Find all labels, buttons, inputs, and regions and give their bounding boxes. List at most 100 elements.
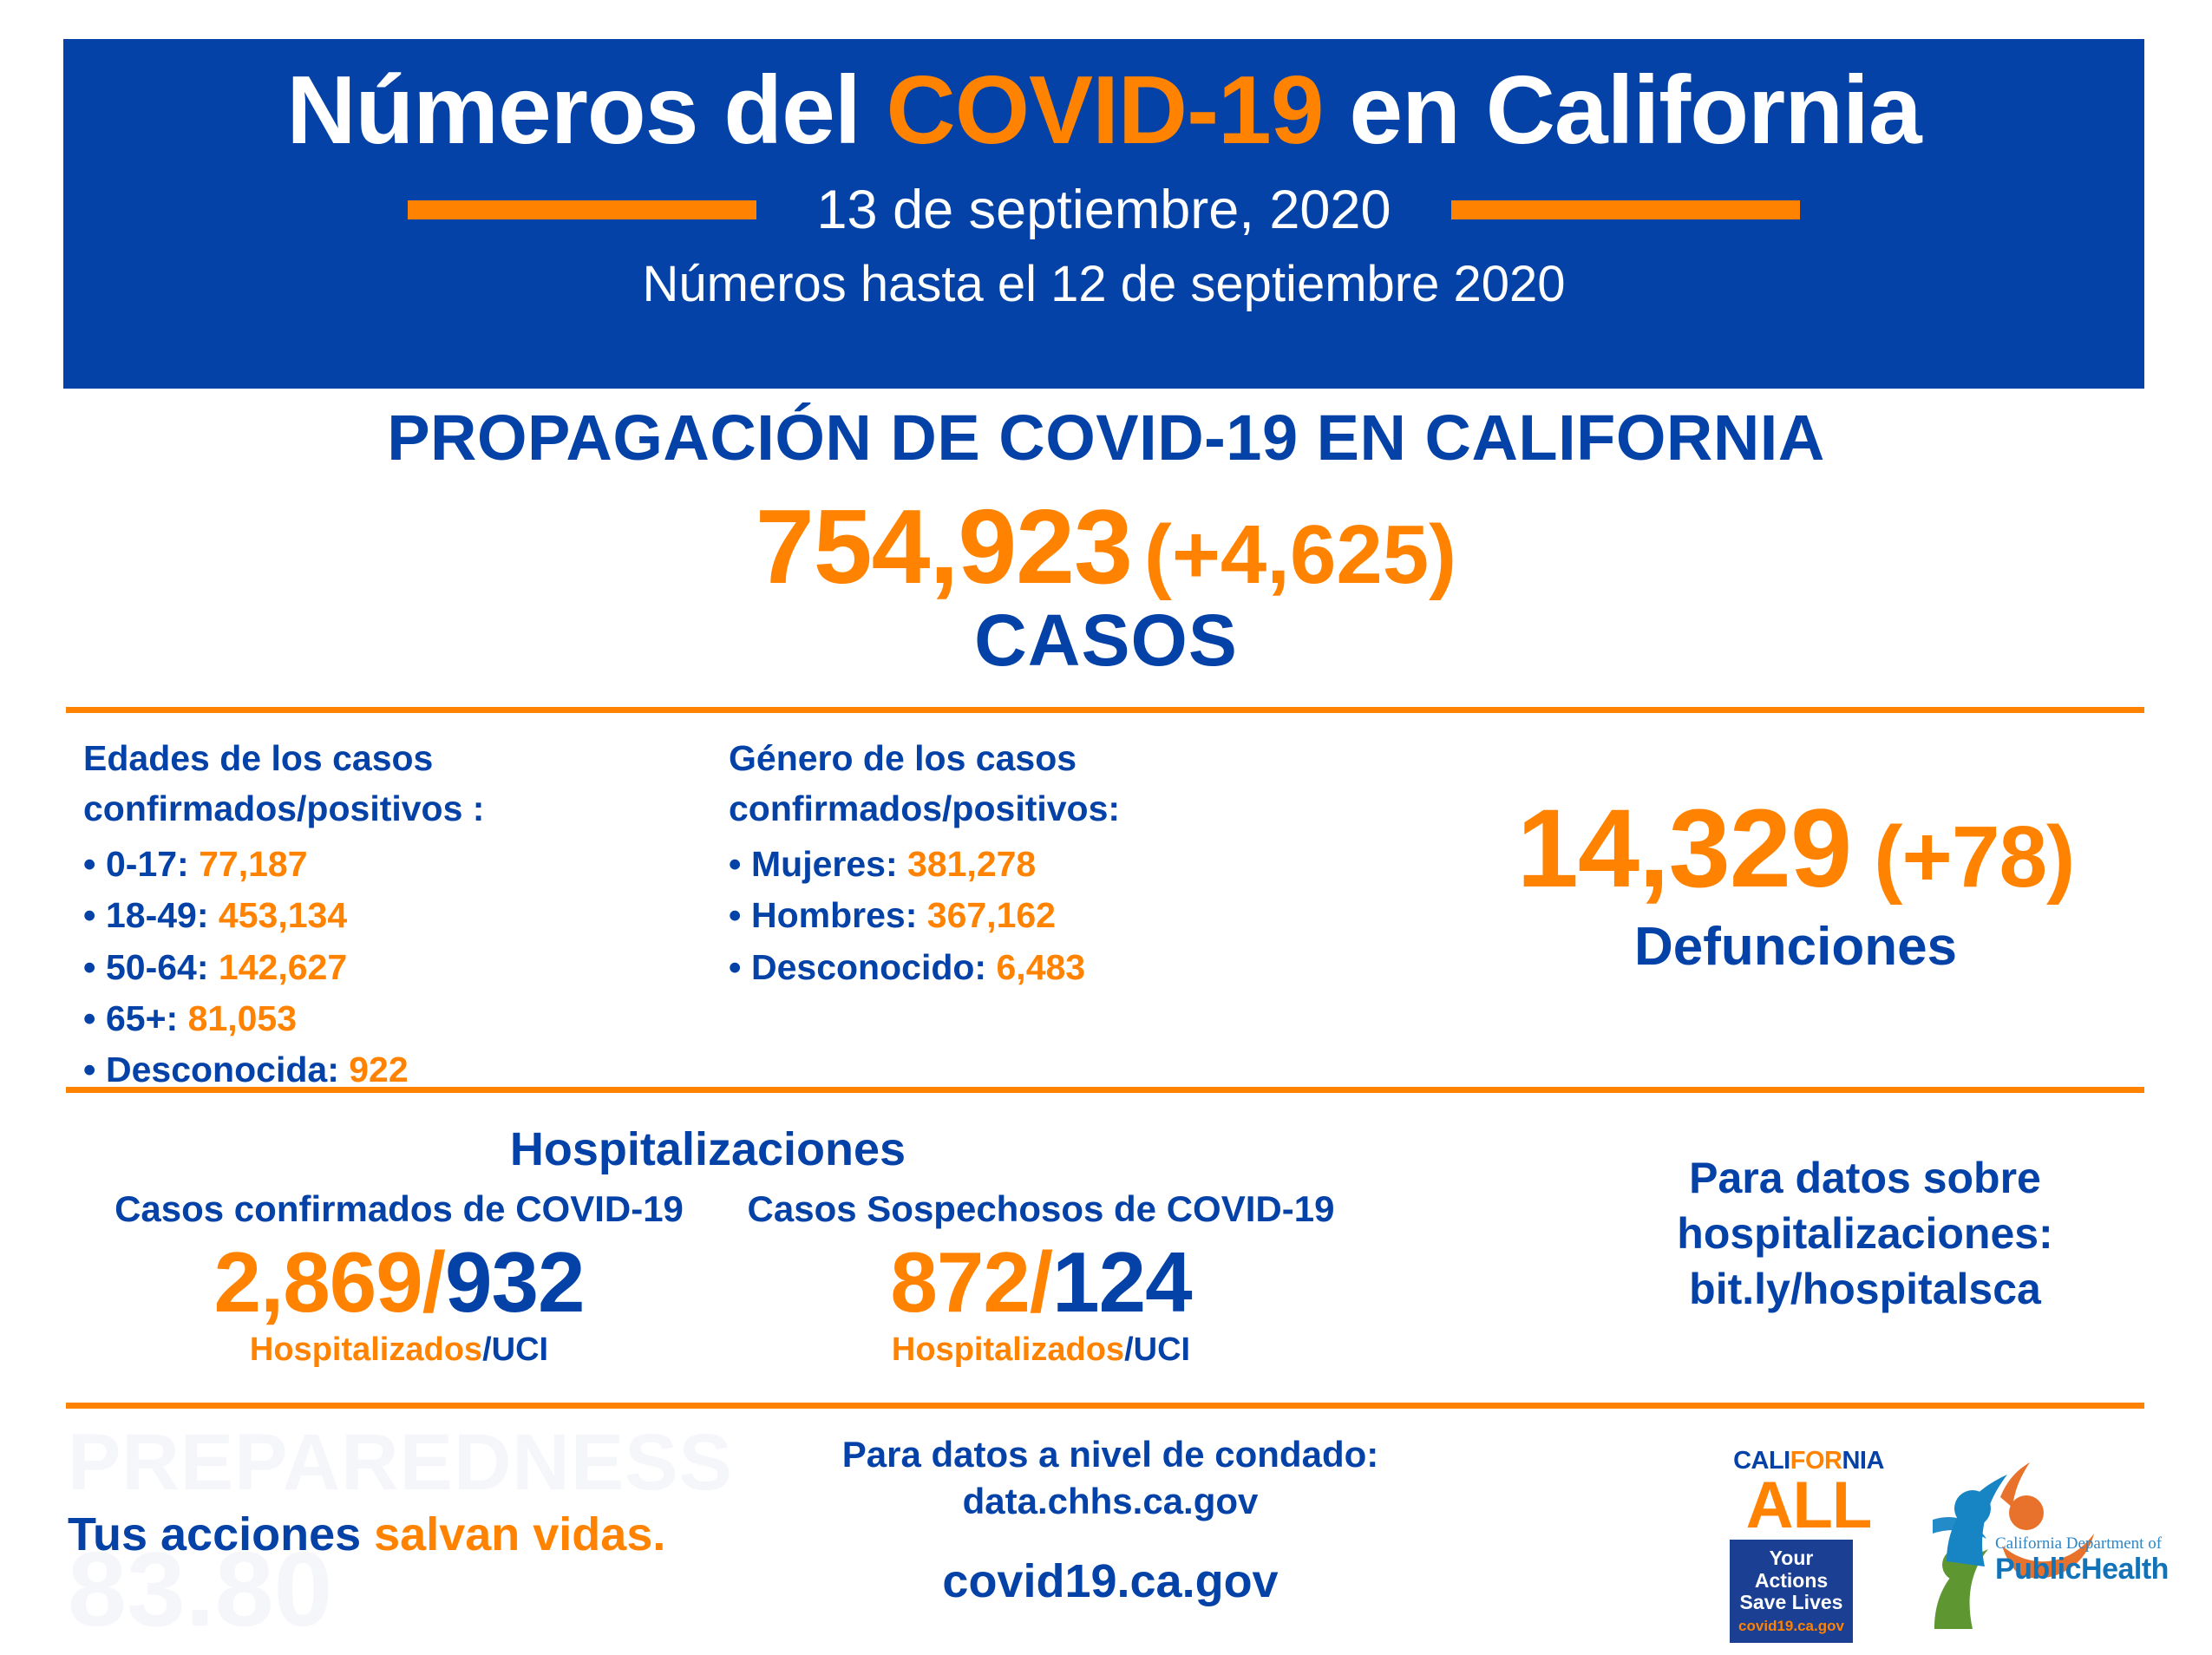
gender-heading-line2: confirmados/positivos: — [729, 788, 1121, 829]
ages-list: • 0-17: 77,187 • 18-49: 453,134 • 50-64: 14… — [83, 839, 690, 1095]
confirmed-caption-hospitalized: Hospitalizados — [249, 1331, 483, 1368]
divider-rule-2 — [66, 1087, 2144, 1093]
bullet-icon: • — [729, 844, 742, 885]
cdph-line1: California Department of — [1995, 1534, 2163, 1553]
suspected-icu-value: 124 — [1052, 1234, 1193, 1330]
cases-label: CASOS — [974, 599, 1238, 681]
cdph-wordmark: California Department of PublicHealth — [1995, 1534, 2169, 1586]
list-item: • Hombres: 367,162 — [729, 890, 1336, 941]
logo-box-line2: Save Lives — [1739, 1591, 1843, 1614]
ages-breakdown-column: Edades de los casos confirmados/positivo… — [83, 733, 690, 1096]
hospitalizations-link-line2: hospitalizaciones: — [1677, 1209, 2053, 1258]
ages-value-2: 142,627 — [218, 946, 348, 987]
tagline-orange-part: salvan vidas. — [374, 1508, 666, 1560]
confirmed-icu-value: 932 — [444, 1234, 586, 1330]
suspected-value-separator: / — [1029, 1234, 1053, 1330]
tagline-blue-part: Tus acciones — [68, 1508, 375, 1560]
confirmed-caption-separator: / — [482, 1331, 492, 1368]
cdph-line2: PublicHealth — [1995, 1552, 2169, 1586]
ages-label-2: 50-64: — [106, 946, 209, 987]
bullet-icon: • — [83, 844, 96, 885]
deaths-label: Defunciones — [1633, 917, 1958, 977]
hospitalizations-link-block[interactable]: Para datos sobre hospitalizaciones: bit.… — [1553, 1150, 2177, 1317]
ages-label-3: 65+: — [106, 998, 179, 1038]
list-item: • 18-49: 453,134 — [83, 890, 690, 941]
bullet-icon: • — [729, 946, 742, 987]
page-title: Números del COVID-19 en California — [63, 61, 2144, 160]
cdph-logo: California Department of PublicHealth — [1933, 1459, 2169, 1632]
cases-total-row: 754,923 (+4,625) — [0, 486, 2212, 607]
list-item: • 65+: 81,053 — [83, 993, 690, 1044]
logo-box-url: covid19.ca.gov — [1738, 1618, 1844, 1635]
ages-heading-line2: confirmados/positivos : — [83, 788, 485, 829]
cases-delta-value: (+4,625) — [1143, 508, 1457, 601]
report-date: 13 de septiembre, 2020 — [816, 180, 1391, 241]
gender-value-0: 381,278 — [907, 844, 1037, 885]
bullet-icon: • — [729, 895, 742, 936]
suspected-hospitalized-value: 872 — [890, 1234, 1031, 1330]
confirmed-hospitalized-value: 2,869 — [213, 1234, 423, 1330]
california-all-tagline-box: Your Actions Save Lives covid19.ca.gov — [1730, 1539, 1853, 1644]
title-text-prefix: Números del — [286, 56, 887, 164]
deaths-block: 14,329 (+78) Defunciones — [1405, 785, 2186, 978]
ages-label-4: Desconocida: — [106, 1049, 339, 1089]
list-item: • 0-17: 77,187 — [83, 839, 690, 890]
wordmark-all: ALL — [1745, 1469, 1873, 1542]
confirmed-caption-icu: UCI — [491, 1331, 549, 1368]
confirmed-value-row: 2,869/932 — [61, 1233, 737, 1331]
gender-heading-line1: Género de los casos — [729, 738, 1077, 778]
hospitalizations-suspected-column: Casos Sospechosos de COVID-19 872/124 Ho… — [729, 1188, 1353, 1369]
gender-value-2: 6,483 — [996, 946, 1086, 987]
gender-label-2: Desconocido: — [751, 946, 987, 987]
dash-left-decoration — [407, 200, 756, 220]
bullet-icon: • — [83, 998, 96, 1038]
ages-value-4: 922 — [349, 1049, 409, 1089]
title-text-highlight: COVID-19 — [886, 56, 1325, 164]
list-item: • Desconocida: 922 — [83, 1044, 690, 1096]
hospitalizations-link-line1: Para datos sobre — [1689, 1154, 2041, 1202]
dash-right-decoration — [1451, 200, 1801, 220]
deaths-delta-value: (+78) — [1874, 808, 2075, 906]
ages-heading-line1: Edades de los casos — [83, 738, 434, 778]
ages-label-0: 0-17: — [106, 844, 189, 885]
suspected-caption-hospitalized: Hospitalizados — [891, 1331, 1125, 1368]
bullet-icon: • — [83, 895, 96, 936]
divider-rule-3 — [66, 1403, 2144, 1409]
footer-links-block: Para datos a nivel de condado: data.chhs… — [763, 1431, 1457, 1608]
hospitalizations-link-url[interactable]: bit.ly/hospitalsca — [1689, 1265, 2041, 1313]
confirmed-column-title: Casos confirmados de COVID-19 — [115, 1188, 684, 1229]
gender-heading: Género de los casos confirmados/positivo… — [729, 733, 1336, 834]
suspected-value-row: 872/124 — [729, 1233, 1353, 1331]
logo-box-line1: Your Actions — [1754, 1546, 1829, 1592]
county-data-label: Para datos a nivel de condado: — [841, 1434, 1379, 1475]
bullet-icon: • — [83, 946, 96, 987]
list-item: • Mujeres: 381,278 — [729, 839, 1336, 890]
cdph-figures-icon — [1933, 1462, 2094, 1629]
data-as-of-subtitle: Números hasta el 12 de septiembre 2020 — [642, 256, 1566, 313]
tagline: Tus acciones salvan vidas. — [68, 1508, 665, 1561]
hospitalizations-confirmed-column: Casos confirmados de COVID-19 2,869/932 … — [61, 1188, 737, 1369]
county-data-url[interactable]: data.chhs.ca.gov — [962, 1480, 1259, 1521]
hospitalizations-title: Hospitalizaciones — [509, 1123, 906, 1175]
bullet-icon: • — [83, 1049, 96, 1089]
wordmark-for: FOR — [1790, 1447, 1842, 1475]
suspected-caption-separator: / — [1124, 1331, 1134, 1368]
list-item: • Desconocido: 6,483 — [729, 942, 1336, 993]
deaths-total-value: 14,329 — [1516, 787, 1852, 911]
gender-value-1: 367,162 — [926, 895, 1056, 936]
confirmed-value-separator: / — [422, 1234, 446, 1330]
deaths-number-row: 14,329 (+78) — [1405, 785, 2186, 913]
gender-label-0: Mujeres: — [751, 844, 898, 885]
ages-heading: Edades de los casos confirmados/positivo… — [83, 733, 690, 834]
ages-value-0: 77,187 — [199, 844, 308, 885]
gender-label-1: Hombres: — [751, 895, 918, 936]
wordmark-nia: NIA — [1842, 1447, 1884, 1475]
stats-row: Edades de los casos confirmados/positivo… — [0, 733, 2212, 1089]
suspected-caption-icu: UCI — [1133, 1331, 1191, 1368]
main-site-url[interactable]: covid19.ca.gov — [942, 1554, 1279, 1607]
title-text-suffix: en California — [1323, 56, 1921, 164]
hospitalizations-section: Hospitalizaciones Casos confirmados de C… — [0, 1102, 2212, 1397]
cases-total-value: 754,923 — [755, 487, 1133, 605]
wordmark-cali: CALI — [1733, 1447, 1790, 1475]
